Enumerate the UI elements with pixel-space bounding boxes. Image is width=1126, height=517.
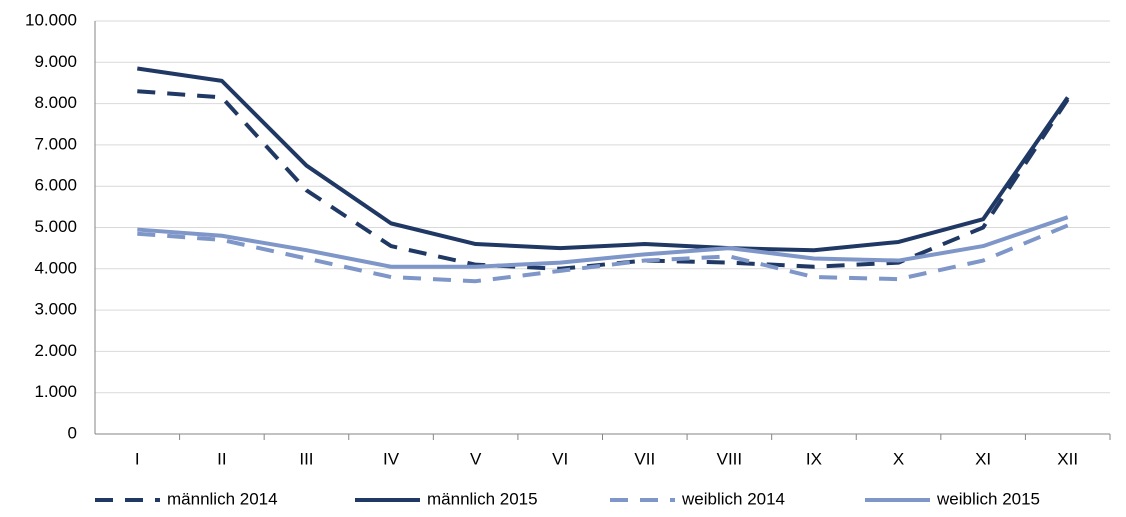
x-tick-label: VI [552,449,568,468]
y-tick-label: 5.000 [34,217,77,236]
x-tick-label: VII [634,449,655,468]
y-tick-label: 0 [68,423,77,442]
x-tick-label: II [217,449,226,468]
y-tick-label: 9.000 [34,52,77,71]
legend-label: männlich 2015 [427,489,538,508]
series-line [137,215,1069,269]
series-line [137,89,1070,271]
y-tick-label: 7.000 [34,134,77,153]
y-tick-label: 2.000 [34,341,77,360]
y-tick-label: 4.000 [34,258,77,277]
x-tick-label: XI [975,449,991,468]
legend-label: weiblich 2014 [681,489,785,508]
legend-label: weiblich 2015 [936,489,1040,508]
legend-label: männlich 2014 [167,489,278,508]
x-tick-label: III [299,449,313,468]
series-line [137,66,1070,253]
y-tick-label: 8.000 [34,93,77,112]
series-line [137,223,1069,284]
y-tick-label: 3.000 [34,300,77,319]
y-tick-label: 1.000 [34,382,77,401]
x-tick-label: I [135,449,140,468]
x-tick-label: V [470,449,482,468]
x-tick-label: X [893,449,904,468]
x-tick-label: VIII [717,449,743,468]
x-tick-label: XII [1057,449,1078,468]
y-tick-label: 10.000 [25,10,77,29]
x-tick-label: IV [383,449,400,468]
x-tick-label: IX [806,449,822,468]
y-tick-label: 6.000 [34,176,77,195]
